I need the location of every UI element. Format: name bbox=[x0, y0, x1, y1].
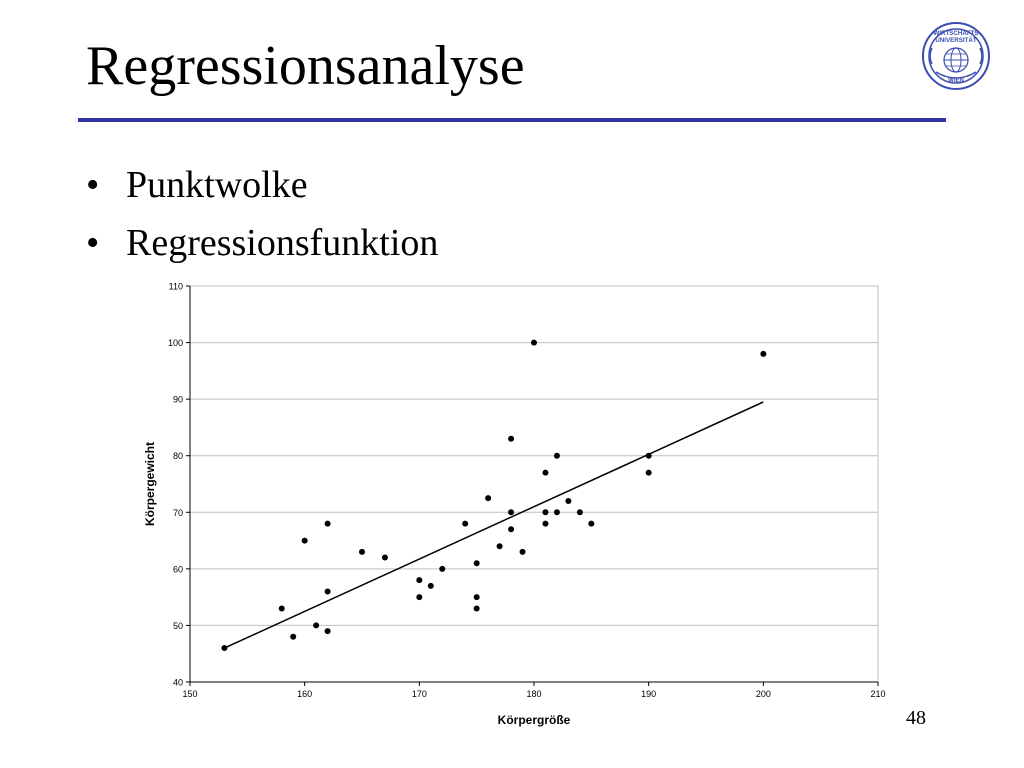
data-point bbox=[496, 543, 503, 550]
y-tick-label: 50 bbox=[173, 621, 183, 631]
regression-line bbox=[224, 401, 764, 649]
chart-gridlines bbox=[190, 285, 878, 626]
data-point bbox=[519, 548, 526, 555]
data-point bbox=[565, 497, 572, 504]
x-tick-label: 200 bbox=[756, 689, 771, 699]
data-point bbox=[508, 509, 515, 516]
data-point bbox=[542, 520, 549, 527]
y-axis-label: Körpergewicht bbox=[143, 442, 157, 526]
y-tick-label: 80 bbox=[173, 451, 183, 461]
y-tick-label: 110 bbox=[169, 282, 183, 292]
university-logo: WIRTSCHAFTS UNIVERSITÄT WIEN bbox=[920, 20, 992, 92]
y-tick-label: 70 bbox=[173, 508, 183, 518]
data-point bbox=[324, 628, 331, 635]
data-point bbox=[301, 537, 308, 544]
data-point bbox=[462, 520, 469, 527]
slide-title: Regressionsanalyse bbox=[86, 35, 525, 97]
page-number: 48 bbox=[906, 707, 926, 729]
data-point bbox=[313, 622, 320, 629]
data-point bbox=[760, 350, 767, 357]
data-point bbox=[508, 435, 515, 442]
y-tick-label: 40 bbox=[173, 678, 183, 688]
data-point bbox=[278, 605, 285, 612]
data-point bbox=[542, 469, 549, 476]
svg-text:WIEN: WIEN bbox=[948, 78, 964, 84]
data-point bbox=[427, 582, 434, 589]
x-tick-label: 210 bbox=[870, 689, 885, 699]
x-tick-label: 190 bbox=[641, 689, 656, 699]
data-point bbox=[553, 509, 560, 516]
data-point bbox=[221, 645, 228, 652]
data-point bbox=[416, 577, 423, 584]
bullet-text: Regressionsfunktion bbox=[126, 222, 439, 264]
regression-line-layer bbox=[224, 401, 764, 649]
y-tick-label: 60 bbox=[173, 564, 183, 574]
data-point bbox=[553, 452, 560, 459]
svg-text:WIRTSCHAFTS: WIRTSCHAFTS bbox=[933, 30, 978, 37]
data-point bbox=[576, 509, 583, 516]
data-point bbox=[473, 594, 480, 601]
bullet-text: Punktwolke bbox=[126, 164, 308, 206]
x-tick-label: 160 bbox=[297, 689, 312, 699]
data-point bbox=[645, 452, 652, 459]
x-tick-label: 150 bbox=[182, 689, 197, 699]
x-tick-label: 170 bbox=[412, 689, 427, 699]
data-point bbox=[290, 633, 297, 640]
chart-tick-labels: 40 50 60 70 80 90 100 110 150 160 170 180 190 200 210 bbox=[168, 282, 886, 700]
data-point bbox=[473, 605, 480, 612]
data-point bbox=[473, 560, 480, 567]
data-point bbox=[588, 520, 595, 527]
data-point bbox=[508, 526, 515, 533]
y-tick-label: 100 bbox=[168, 338, 183, 348]
bullet-marker: • bbox=[86, 222, 100, 264]
x-axis-label: Körpergröße bbox=[498, 713, 571, 727]
data-point bbox=[324, 588, 331, 595]
bullet-marker: • bbox=[86, 164, 100, 206]
data-point bbox=[381, 554, 388, 561]
data-point bbox=[416, 594, 423, 601]
title-divider bbox=[78, 118, 946, 122]
bullet-list: • Punktwolke • Regressionsfunktion bbox=[86, 156, 438, 272]
bullet-item: • Punktwolke bbox=[86, 156, 438, 214]
y-tick-label: 90 bbox=[173, 395, 183, 405]
university-seal-icon: WIRTSCHAFTS UNIVERSITÄT WIEN bbox=[922, 22, 990, 90]
data-point bbox=[531, 339, 537, 346]
data-point bbox=[542, 509, 549, 516]
x-tick-label: 180 bbox=[526, 689, 541, 699]
svg-text:UNIVERSITÄT: UNIVERSITÄT bbox=[935, 37, 976, 44]
data-point bbox=[439, 565, 446, 572]
data-point bbox=[485, 495, 492, 502]
data-points bbox=[221, 339, 767, 652]
bullet-item: • Regressionsfunktion bbox=[86, 214, 438, 272]
data-point bbox=[645, 469, 652, 476]
data-point bbox=[324, 520, 331, 527]
data-point bbox=[359, 548, 365, 555]
